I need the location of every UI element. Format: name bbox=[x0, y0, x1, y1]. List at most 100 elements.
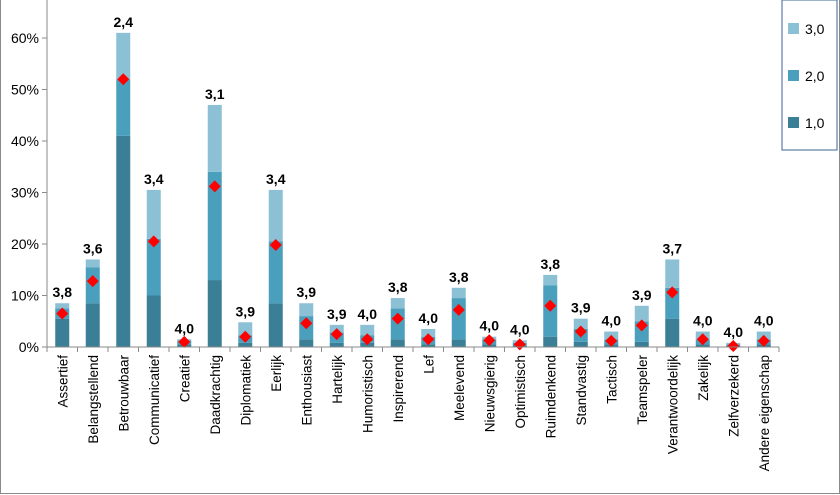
average-marker bbox=[544, 299, 557, 312]
bar-segment bbox=[299, 339, 314, 347]
data-label: 3,7 bbox=[663, 240, 683, 256]
average-marker bbox=[727, 339, 740, 352]
bar-segment bbox=[665, 259, 680, 288]
data-label: 3,9 bbox=[571, 300, 591, 316]
data-label: 3,6 bbox=[83, 240, 103, 256]
legend-label: 1,0 bbox=[805, 115, 825, 131]
data-label: 3,4 bbox=[144, 171, 164, 187]
y-tick-label: 40% bbox=[11, 133, 39, 149]
x-tick-label: Communicatief bbox=[147, 355, 162, 445]
x-tick-label: Betrouwbaar bbox=[116, 354, 131, 431]
markers bbox=[56, 73, 770, 352]
average-marker bbox=[117, 73, 130, 86]
data-label: 4,0 bbox=[693, 313, 713, 329]
x-tick-label: Ruimdenkend bbox=[543, 355, 558, 438]
data-label: 3,4 bbox=[266, 171, 286, 187]
data-label: 4,0 bbox=[510, 321, 530, 337]
bar-segment bbox=[390, 339, 405, 347]
x-tick-label: Tactisch bbox=[604, 355, 619, 404]
bar-segment bbox=[268, 189, 283, 242]
legend-swatch bbox=[788, 70, 799, 81]
bar-segment bbox=[299, 303, 314, 317]
data-label: 4,0 bbox=[175, 320, 195, 336]
average-marker bbox=[269, 239, 282, 252]
average-marker bbox=[666, 286, 679, 299]
bar-segment bbox=[55, 303, 70, 309]
bar-segment bbox=[207, 280, 222, 347]
average-marker bbox=[208, 180, 221, 193]
y-tick-label: 0% bbox=[19, 339, 39, 355]
data-label: 4,0 bbox=[480, 318, 500, 334]
x-tick-label: Optimistisch bbox=[513, 355, 528, 429]
average-marker bbox=[513, 338, 526, 351]
bar-segment bbox=[116, 135, 131, 347]
x-tick-label: Eerlijk bbox=[269, 355, 284, 392]
y-tick-label: 50% bbox=[11, 82, 39, 98]
data-label: 4,0 bbox=[358, 306, 378, 322]
y-axis: 0% 10% 20% 30% 40% 50% 60% bbox=[11, 0, 48, 355]
bar-segment bbox=[116, 32, 131, 80]
x-tick-label: Standvastig bbox=[574, 355, 589, 426]
x-tick-label: Daadkrachtig bbox=[208, 355, 223, 435]
bar-segment bbox=[421, 328, 436, 337]
data-label: 3,1 bbox=[205, 86, 225, 102]
data-label: 3,9 bbox=[236, 303, 256, 319]
x-tick-label: Verantwoordelijk bbox=[665, 355, 680, 454]
data-label: 3,9 bbox=[632, 287, 652, 303]
bar-segment bbox=[207, 171, 222, 281]
x-tick-label: Hartelijk bbox=[330, 355, 345, 404]
data-label: 4,0 bbox=[724, 324, 744, 340]
average-marker bbox=[635, 319, 648, 332]
average-marker bbox=[391, 312, 404, 325]
bar-segment bbox=[390, 298, 405, 309]
x-tick-label: Meelevend bbox=[452, 355, 467, 421]
average-marker bbox=[483, 334, 496, 347]
average-marker bbox=[178, 335, 191, 348]
bar-segment bbox=[634, 305, 649, 322]
average-marker bbox=[605, 334, 618, 347]
data-label: 3,9 bbox=[327, 306, 347, 322]
average-marker bbox=[56, 307, 69, 320]
y-tick-label: 20% bbox=[11, 236, 39, 252]
bar-segment bbox=[573, 341, 588, 347]
x-tick-label: Zakelijk bbox=[696, 355, 711, 401]
bar-segment bbox=[543, 336, 558, 347]
average-marker bbox=[696, 333, 709, 346]
bar-segment bbox=[146, 295, 161, 347]
bar-segment bbox=[55, 318, 70, 347]
bar-segment bbox=[665, 318, 680, 347]
x-tick-label: Teamspeler bbox=[635, 354, 650, 424]
x-tick-label: Enthousiast bbox=[299, 355, 314, 426]
average-marker bbox=[422, 333, 435, 346]
legend-swatch bbox=[788, 117, 799, 128]
bar-segment bbox=[268, 303, 283, 347]
average-marker bbox=[361, 333, 374, 346]
average-marker bbox=[574, 325, 587, 338]
bar-segment bbox=[695, 344, 710, 347]
bar-segment bbox=[451, 287, 466, 299]
y-tick-label: 60% bbox=[11, 30, 39, 46]
data-label: 3,9 bbox=[297, 284, 317, 300]
average-marker bbox=[757, 334, 770, 347]
y-tick-label: 30% bbox=[11, 185, 39, 201]
average-marker bbox=[86, 275, 99, 288]
data-label: 3,8 bbox=[53, 284, 73, 300]
bar-segment bbox=[238, 342, 253, 347]
data-label: 2,4 bbox=[114, 14, 134, 30]
bar-segment bbox=[268, 241, 283, 304]
bar-segment bbox=[360, 324, 375, 336]
bars bbox=[55, 32, 771, 347]
bar-segment bbox=[543, 274, 558, 286]
bar-segment bbox=[146, 238, 161, 296]
bar-segment bbox=[238, 322, 253, 336]
bar-segment bbox=[116, 79, 131, 136]
bar-segment bbox=[85, 259, 100, 268]
bar-segment bbox=[634, 341, 649, 347]
x-tick-label: Nieuwsgierig bbox=[482, 355, 497, 432]
x-axis: Assertief Belangstellend Betrouwbaar Commun… bbox=[46, 346, 780, 471]
data-label: 4,0 bbox=[602, 313, 622, 329]
data-labels: 3,8 3,6 2,4 3,4 4,0 3,1 3,9 3,4 3,9 3,9 4,0 3,8 4,0 3… bbox=[53, 14, 774, 340]
bar-segment bbox=[146, 189, 161, 239]
x-tick-label: Lef bbox=[421, 355, 436, 374]
bar-segment bbox=[451, 339, 466, 347]
